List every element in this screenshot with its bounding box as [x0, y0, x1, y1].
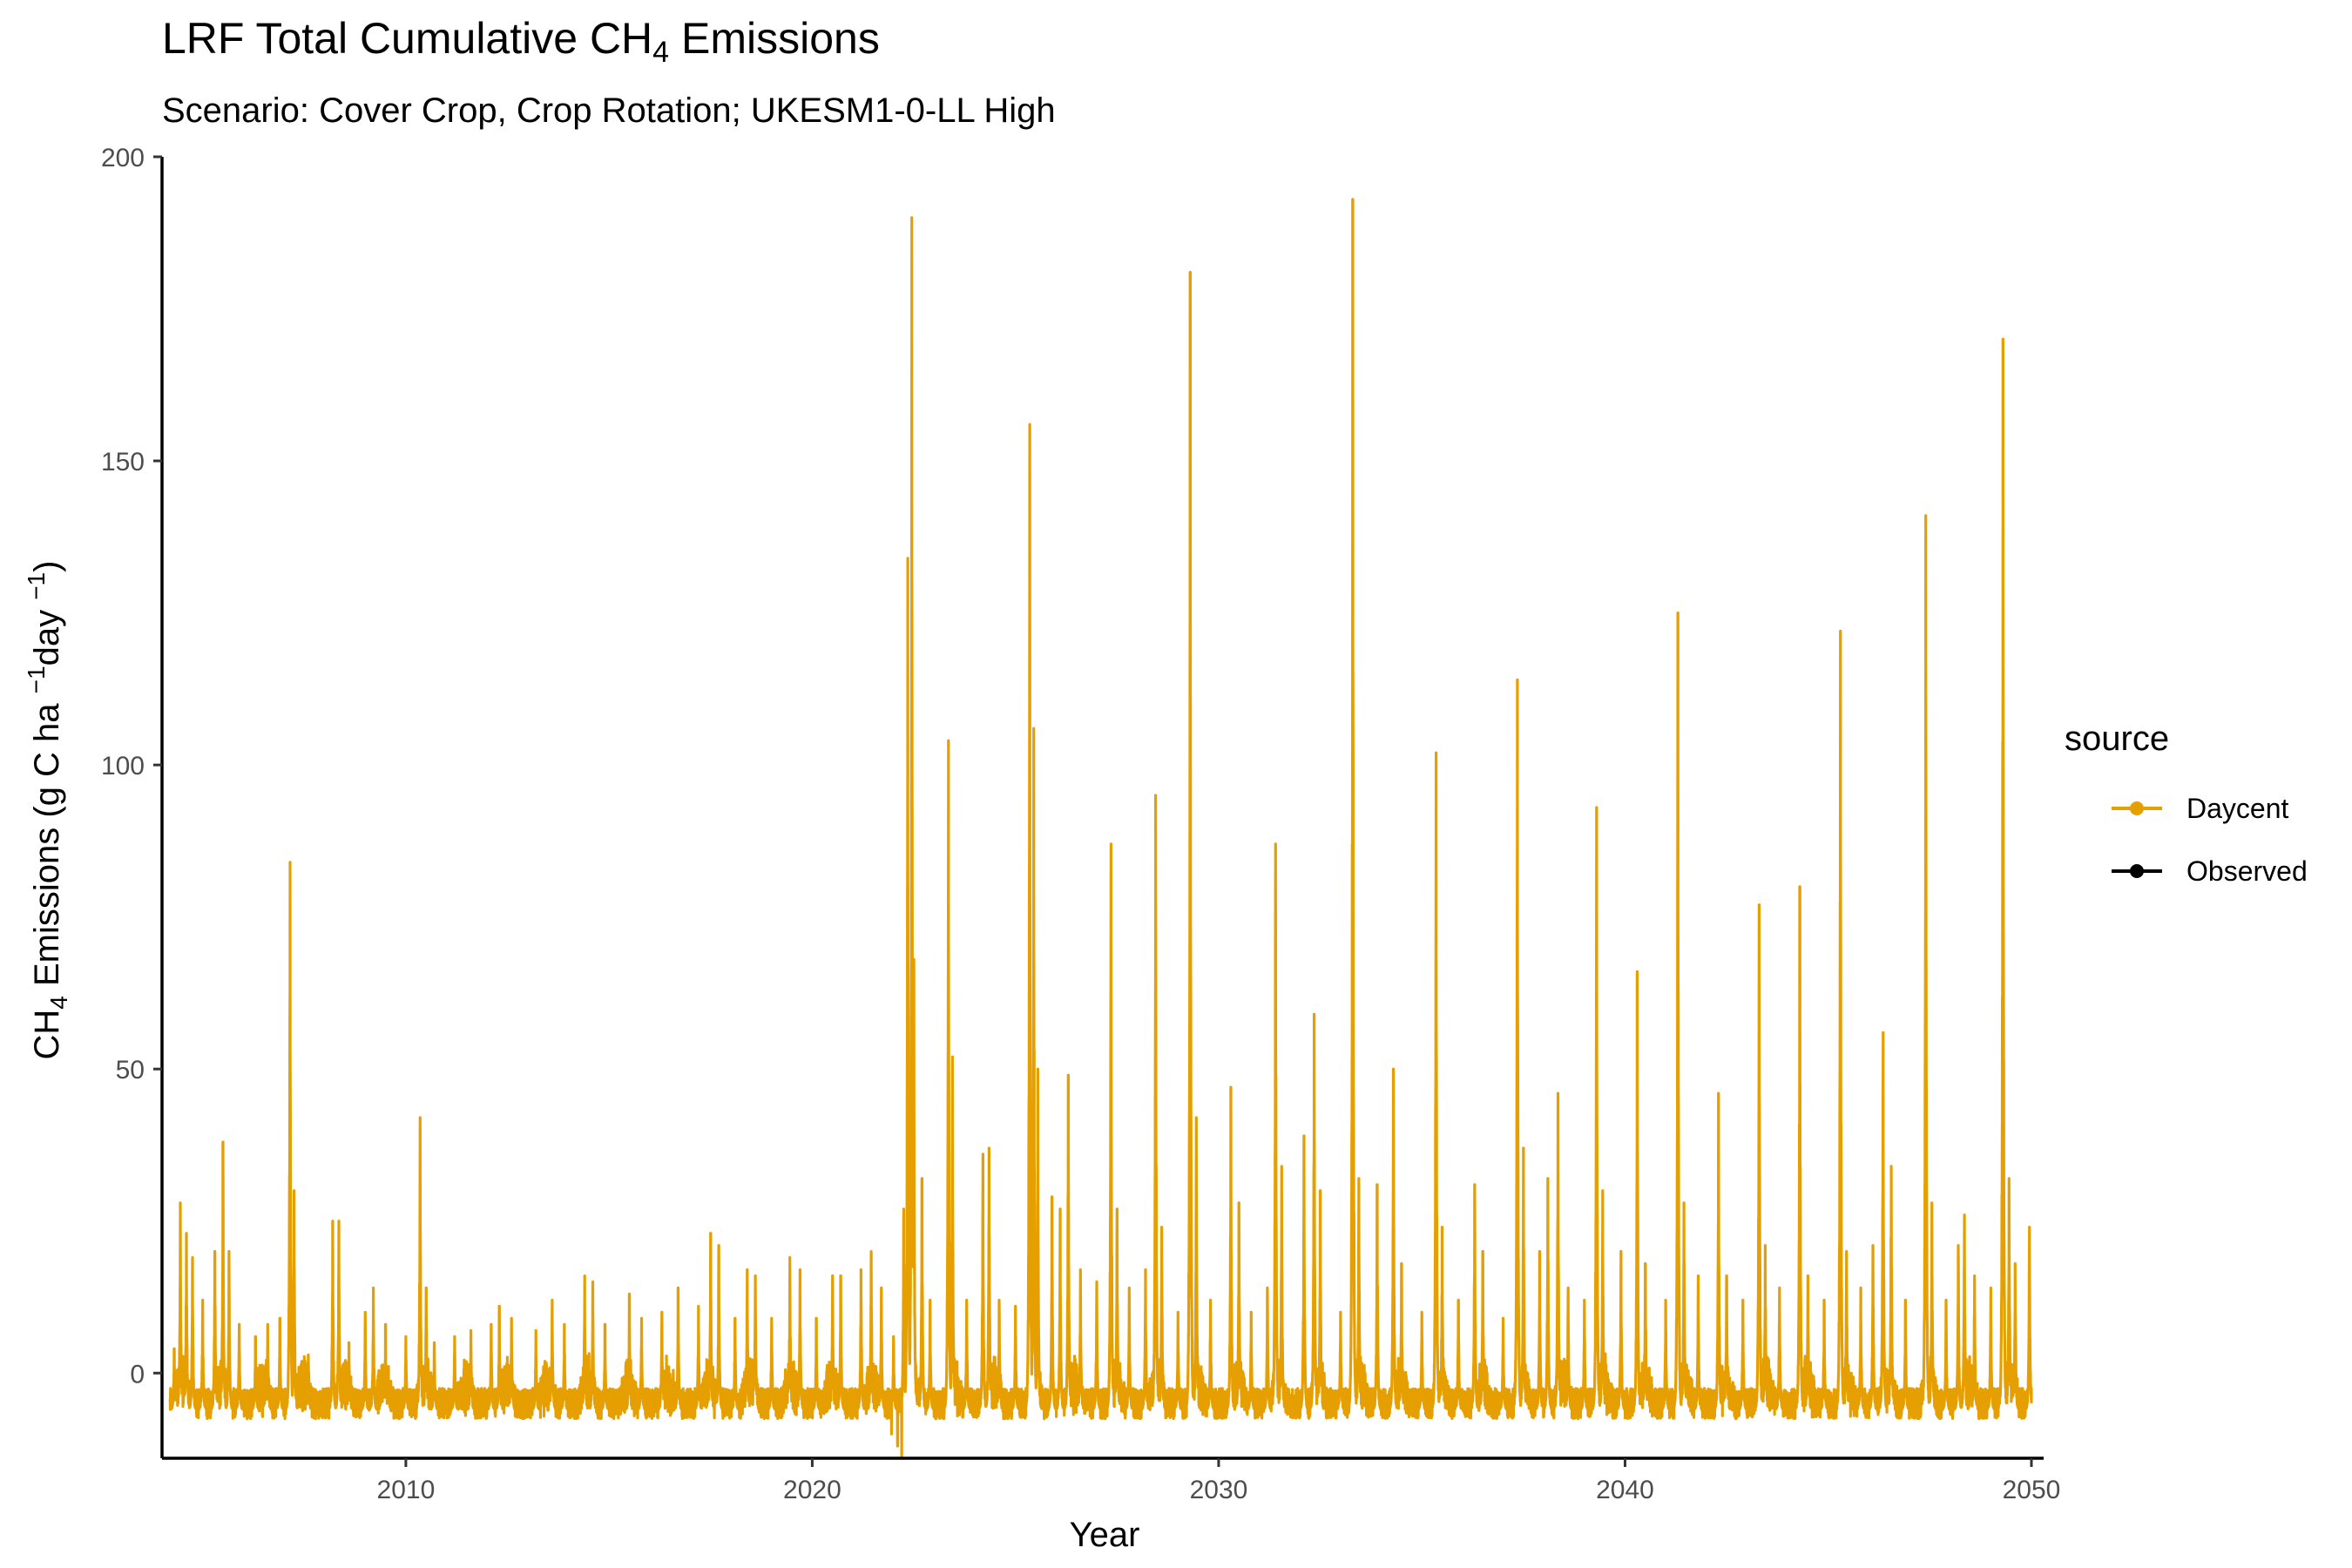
legend: source Daycent Observed [2065, 720, 2308, 887]
y-tick-label: 50 [116, 1056, 145, 1085]
legend-key-point [2130, 864, 2144, 878]
x-tick-label: 2040 [1596, 1476, 1654, 1504]
series-layer [168, 198, 2033, 1460]
y-axis-label: CH4 Emissions (g C ha −1day −1) [23, 561, 72, 1060]
chart-title: LRF Total Cumulative CH4 Emissions [162, 14, 880, 69]
legend-title: source [2065, 720, 2169, 758]
x-tick-label: 2050 [2003, 1476, 2061, 1504]
y-tick-label: 150 [101, 448, 145, 476]
title-subscript: 4 [652, 36, 669, 69]
legend-key-point [2130, 801, 2144, 815]
x-axis-label: Year [1070, 1516, 1140, 1554]
x-tick-label: 2020 [783, 1476, 841, 1504]
axes-layer: 0 50 100 150 200 2010 2020 2030 2040 2050 [101, 144, 2060, 1504]
x-tick-label: 2030 [1190, 1476, 1248, 1504]
legend-entry-daycent: Daycent [2112, 793, 2289, 824]
legend-entry-observed: Observed [2112, 855, 2308, 887]
series-line-daycent [168, 198, 2033, 1460]
legend-label: Observed [2186, 855, 2308, 887]
y-tick-label: 100 [101, 752, 145, 781]
chart-subtitle: Scenario: Cover Crop, Crop Rotation; UKE… [162, 91, 1056, 130]
y-tick-label: 200 [101, 144, 145, 172]
x-tick-label: 2010 [377, 1476, 436, 1504]
y-tick-label: 0 [130, 1360, 145, 1389]
legend-label: Daycent [2186, 793, 2289, 824]
